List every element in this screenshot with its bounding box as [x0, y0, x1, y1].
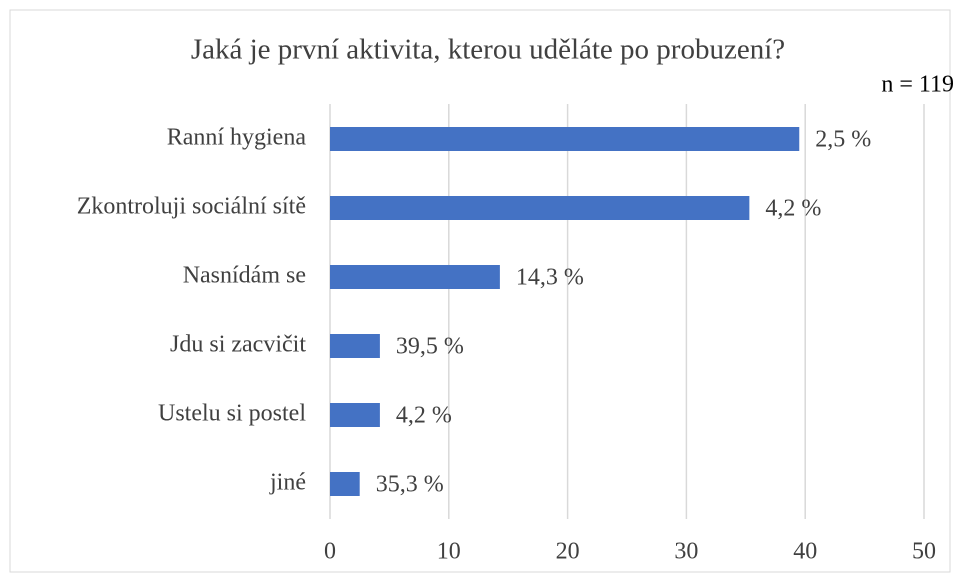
y-tick-label: Zkontroluji sociální sítě [77, 194, 306, 220]
x-tick-label: 30 [674, 539, 698, 565]
x-tick-label: 50 [912, 539, 936, 565]
x-tick-label: 40 [793, 539, 817, 565]
bar-annotation: 35,3 % [376, 472, 444, 498]
y-tick-label: Nasnídám se [183, 263, 306, 289]
chart-frame [9, 9, 951, 573]
bar [330, 265, 500, 289]
bar-annotation: 2,5 % [815, 127, 871, 153]
bar-annotation: 39,5 % [396, 334, 464, 360]
bar [330, 472, 360, 496]
y-tick-label: Jdu si zacvičit [170, 332, 306, 358]
chart-title: Jaká je první aktivita, kterou uděláte p… [191, 34, 785, 66]
chart-subtitle: n = 119 [881, 72, 954, 98]
bar-annotation: 4,2 % [396, 403, 452, 429]
bar-annotation: 14,3 % [516, 265, 584, 291]
y-tick-label: Ustelu si postel [158, 401, 306, 427]
bar [330, 127, 800, 151]
x-tick-label: 0 [324, 539, 336, 565]
bar [330, 403, 380, 427]
y-tick-label: Ranní hygiena [167, 125, 307, 151]
bar [330, 334, 380, 358]
x-tick-label: 10 [437, 539, 461, 565]
bar [330, 196, 750, 220]
y-tick-label: jiné [269, 470, 306, 496]
x-tick-label: 20 [556, 539, 580, 565]
bar-annotation: 4,2 % [765, 196, 821, 222]
